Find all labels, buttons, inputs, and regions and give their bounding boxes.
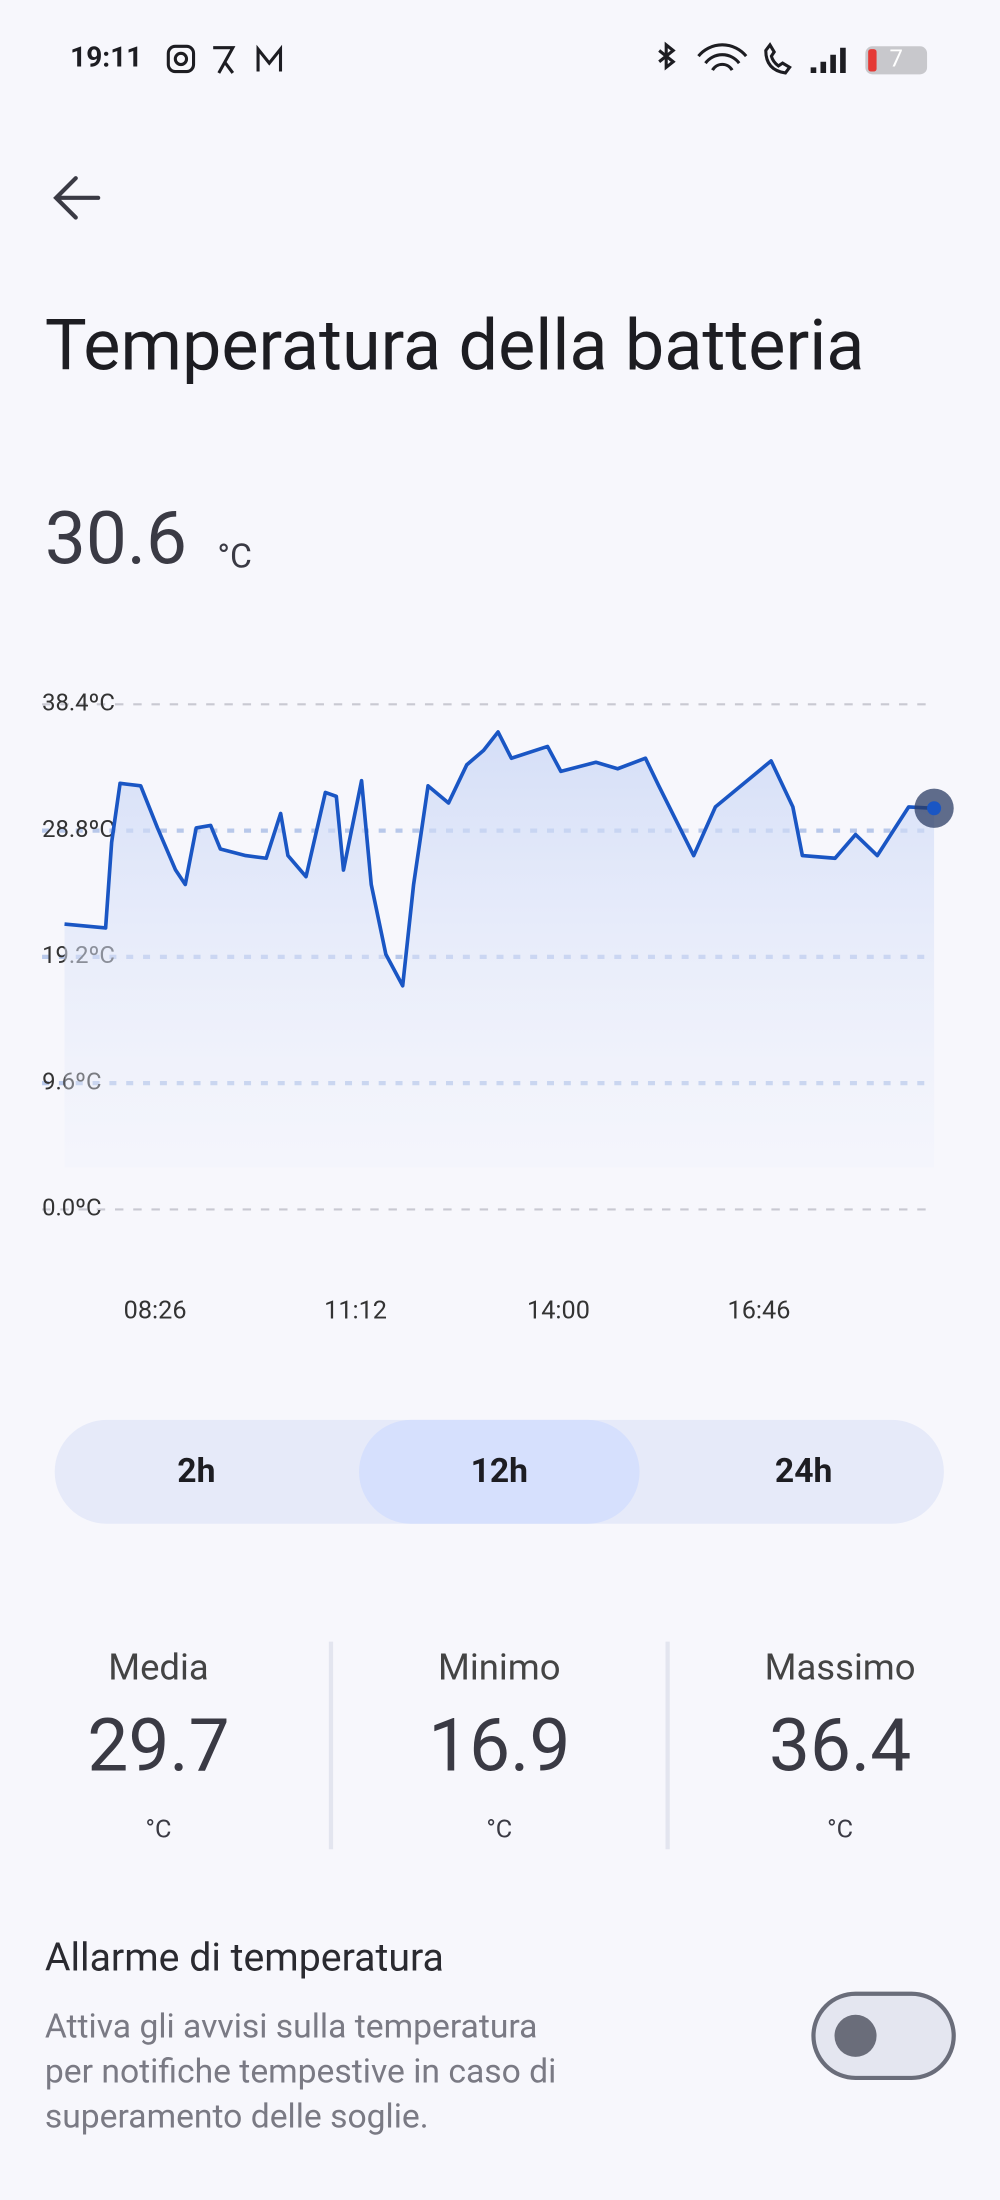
tab-label[interactable]: 24h	[775, 1452, 832, 1491]
stat-value: 29.7	[87, 1702, 229, 1788]
x-tick-label: 08:26	[124, 1297, 187, 1326]
stat-value: 16.9	[428, 1702, 570, 1788]
description-line: superamento delle soglie.	[45, 2098, 429, 2137]
tab-label[interactable]: 12h	[471, 1452, 528, 1491]
description-line: Attiva gli avvisi sulla temperatura	[45, 2008, 538, 2047]
tab-selected	[359, 1419, 640, 1524]
x-tick-label: 11:12	[324, 1297, 387, 1326]
stat-label: Media	[108, 1645, 208, 1688]
y-tick-label: 38.4ºC	[42, 689, 115, 717]
page-title: Temperatura della batteria	[45, 305, 865, 387]
y-tick-label: 28.8ºC	[42, 815, 115, 843]
description-line: per notifiche tempestive in caso di	[45, 2053, 556, 2092]
stat-unit: °C	[827, 1816, 853, 1845]
area	[64, 731, 935, 1168]
stats: Media 29.7 °C Minimo 16.9 °C Massimo 36.4 °C	[87, 1641, 916, 1850]
stat-value: 36.4	[769, 1702, 911, 1788]
alarm-description: Attiva gli avvisi sulla temperatura per n…	[45, 2008, 556, 2137]
current-unit: °C	[217, 537, 251, 576]
x-tick-label: 16:46	[728, 1297, 791, 1326]
status-time: 19:11	[70, 40, 142, 73]
x-tick-label: 14:00	[527, 1297, 590, 1326]
y-tick-label: 0.0ºC	[42, 1194, 101, 1222]
current-point	[927, 801, 942, 816]
line	[64, 730, 935, 988]
battery-level	[868, 49, 877, 72]
alarm-toggle[interactable]	[811, 1991, 956, 2081]
battery-icon	[865, 46, 928, 75]
toggle-knob[interactable]	[834, 2014, 877, 2057]
battery-text: 7	[890, 45, 903, 73]
alarm-title: Allarme di temperatura	[45, 1934, 444, 1980]
status-icons	[166, 41, 846, 75]
stat-label: Massimo	[765, 1645, 916, 1688]
range-tabs: 2h 12h 24h	[54, 1419, 944, 1524]
back-button[interactable]	[53, 176, 101, 220]
stat-label: Minimo	[438, 1645, 560, 1688]
toggle-track[interactable]	[811, 1991, 956, 2081]
stat-unit: °C	[486, 1816, 512, 1845]
stat-unit: °C	[146, 1816, 172, 1845]
current-value: 30.6	[45, 496, 187, 582]
chart: 0.0ºC9.6ºC19.2ºC28.8ºC38.4ºC08:2611:1214…	[42, 689, 954, 1326]
tab-label[interactable]: 2h	[177, 1452, 215, 1491]
